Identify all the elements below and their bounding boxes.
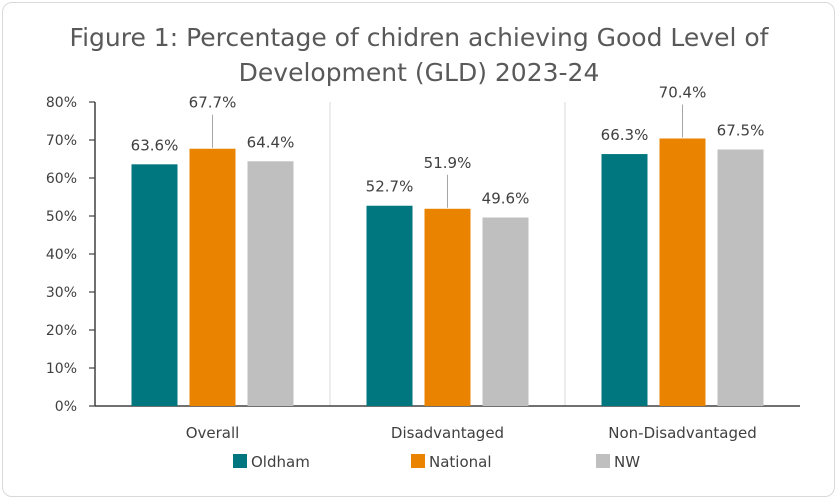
y-tick-label: 40%	[46, 247, 77, 263]
legend-label: NW	[614, 453, 640, 471]
category-label: Overall	[186, 424, 240, 442]
bar-oldham-0	[131, 164, 178, 406]
data-label: 63.6%	[131, 136, 179, 154]
legend-swatch	[411, 454, 425, 468]
y-tick-label: 70%	[46, 133, 77, 149]
bar-national-0	[189, 148, 236, 407]
legend-swatch	[596, 454, 610, 468]
data-label: 49.6%	[482, 190, 530, 208]
legend-label: Oldham	[251, 453, 310, 471]
chart-title-line-2: Development (GLD) 2023-24	[239, 58, 600, 87]
data-label: 51.9%	[424, 154, 472, 172]
y-tick-label: 10%	[46, 361, 77, 377]
y-tick-label: 30%	[46, 285, 77, 301]
bar-national-1	[424, 208, 471, 406]
y-tick-label: 60%	[46, 171, 77, 187]
y-tick-label: 0%	[55, 399, 77, 415]
y-tick-label: 80%	[46, 95, 77, 111]
data-label: 70.4%	[659, 83, 707, 101]
category-label: Disadvantaged	[391, 424, 504, 442]
data-label: 67.5%	[717, 122, 765, 140]
y-tick-label: 50%	[46, 209, 77, 225]
legend-swatch	[233, 454, 247, 468]
bar-national-2	[659, 138, 706, 407]
y-tick-label: 20%	[46, 323, 77, 339]
data-label: 67.7%	[189, 94, 237, 112]
chart-title-line-1: Figure 1: Percentage of chidren achievin…	[70, 23, 770, 52]
bar-oldham-2	[601, 154, 648, 406]
legend-label: National	[429, 453, 492, 471]
bar-nw-1	[482, 217, 529, 406]
data-label: 66.3%	[601, 126, 649, 144]
bar-oldham-1	[366, 205, 413, 406]
data-label: 64.4%	[247, 133, 295, 151]
bar-nw-2	[717, 149, 764, 406]
plot-area: 0% 10% 20% 30% 40% 50% 60% 70% 80% 63.6% 67.7% 64.4…	[46, 83, 800, 442]
category-label: Non-Disadvantaged	[608, 424, 756, 442]
data-label: 52.7%	[366, 178, 414, 196]
legend: Oldham National NW	[233, 453, 640, 471]
bar-nw-0	[247, 161, 294, 406]
